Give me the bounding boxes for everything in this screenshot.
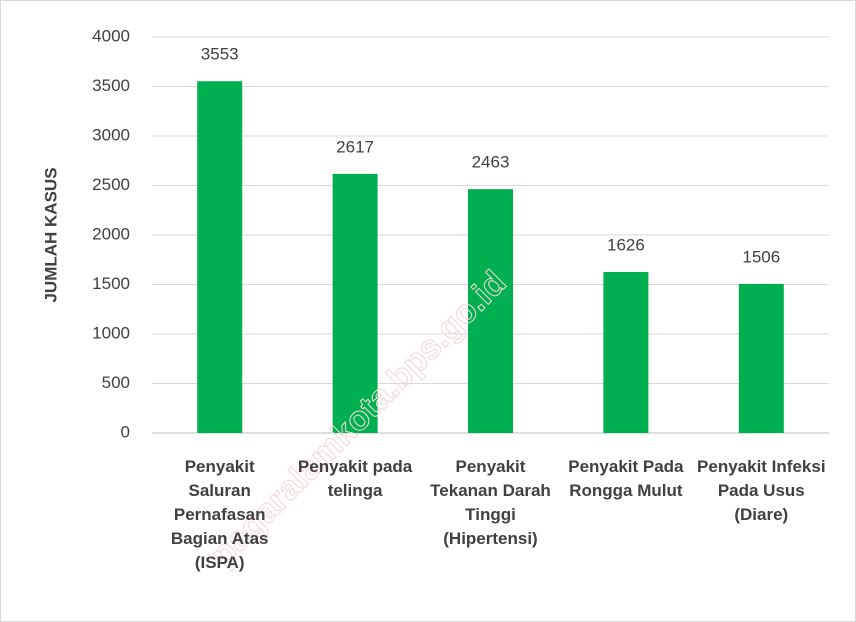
bar	[332, 173, 378, 434]
y-tick-label: 2500	[92, 175, 130, 194]
y-tick-label: 3000	[92, 125, 130, 144]
y-tick-label: 3500	[92, 76, 130, 95]
data-label: 1506	[742, 247, 780, 266]
bar	[197, 81, 243, 434]
data-label: 2617	[336, 137, 374, 156]
x-tick-label: Penyakit Saluran Pernafasan Bagian Atas …	[170, 457, 269, 572]
y-tick-label: 4000	[92, 26, 130, 45]
bar	[738, 283, 784, 433]
bar	[603, 272, 649, 433]
x-tick-label: Penyakit Infeksi Pada Usus (Diare)	[697, 457, 826, 524]
bar	[468, 189, 513, 433]
data-label: 3553	[201, 45, 239, 64]
y-tick-label: 0	[121, 422, 130, 441]
x-tick-label: Penyakit Tekanan Darah Tinggi (Hipertens…	[430, 457, 551, 548]
x-tick-label: Penyakit Pada Rongga Mulut	[568, 457, 684, 500]
y-tick-label: 1500	[92, 274, 130, 293]
y-tick-label: 500	[102, 373, 130, 392]
y-tick-label: 1000	[92, 323, 130, 342]
data-label: 2463	[472, 153, 510, 172]
y-tick-label: 2000	[92, 224, 130, 243]
x-tick-label: Penyakit pada telinga	[297, 457, 413, 500]
data-label: 1626	[607, 236, 645, 255]
y-axis-label: JUMLAH KASUS	[41, 167, 60, 302]
